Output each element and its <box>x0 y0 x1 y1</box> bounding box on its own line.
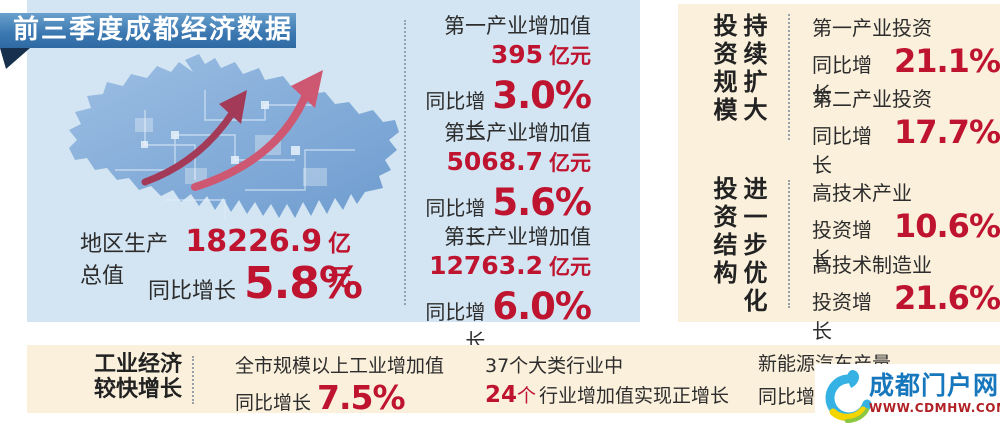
gdp-growth-line: 同比增长 5.8% <box>80 258 363 309</box>
gdp-value-line: 地区生产总值 18226.9 亿元 <box>80 224 362 292</box>
industry-value: 5068.7 <box>446 147 543 176</box>
site-name: 成都门户网 <box>869 371 1000 400</box>
investment-value: 17.7% <box>893 113 1000 151</box>
band-title: 工业经济 较快增长 <box>90 352 186 402</box>
band-stat-sectors: 37个大类行业中 24 个 行业增加值实现正增长 <box>485 351 729 408</box>
stat-highlight-suffix: 个 <box>517 385 537 407</box>
stat-label: 同比增长 <box>235 392 312 414</box>
stat-rest: 行业增加值实现正增长 <box>539 385 730 407</box>
investment-name: 高技术产业 <box>812 181 912 205</box>
investment-name: 高技术制造业 <box>812 253 932 277</box>
divider-dotted <box>192 356 194 404</box>
investment-item: 第一产业投资 同比增长 21.1% <box>812 12 1000 107</box>
industry-tertiary-block: 第三产业增加值 12763.2 亿元 同比增长 6.0% <box>413 221 592 354</box>
gdp-growth-value: 5.8% <box>243 258 363 309</box>
stat-line: 全市规模以上工业增加值 <box>235 355 445 377</box>
industry-value: 395 <box>490 40 543 69</box>
site-url: WWW.CDMHW.COM <box>869 401 1000 415</box>
industry-secondary-block: 第二产业增加值 5068.7 亿元 同比增长 5.6% <box>413 117 592 250</box>
investment-value: 10.6% <box>893 207 1000 245</box>
investment-label: 投资增长 <box>812 290 872 343</box>
industry-growth-value: 3.0% <box>492 74 592 117</box>
investment-structure-title: 进一步优化投资结构 <box>709 176 767 316</box>
stat-highlight-number: 24 <box>485 382 518 408</box>
site-logo: 成都门户网 WWW.CDMHW.COM <box>815 364 1000 431</box>
industry-primary-block: 第一产业增加值 395 亿元 同比增长 3.0% <box>413 10 592 143</box>
gdp-growth-label: 同比增长 <box>147 279 236 304</box>
investment-value: 21.6% <box>893 279 1000 317</box>
industry-unit: 亿元 <box>549 255 591 279</box>
investment-label: 同比增长 <box>812 124 872 177</box>
investment-scale-title: 持续扩大投资规模 <box>709 13 767 125</box>
divider-dotted <box>404 20 406 305</box>
industry-growth-label: 同比增长 <box>425 89 486 142</box>
industry-value: 12763.2 <box>429 251 543 280</box>
investment-panel <box>678 4 1000 322</box>
divider-dotted <box>788 14 790 140</box>
industry-name: 第三产业增加值 <box>444 225 591 249</box>
chengdu-map-icon <box>69 54 399 220</box>
industry-unit: 亿元 <box>549 151 591 175</box>
stat-value: 7.5% <box>317 378 406 417</box>
industry-growth-label: 同比增长 <box>425 196 486 249</box>
investment-label: 同比增长 <box>812 53 872 106</box>
investment-item: 高技术制造业 投资增长 21.6% <box>812 249 1000 344</box>
band-stat-industrial: 全市规模以上工业增加值 同比增长 7.5% <box>235 351 444 417</box>
stat-line: 37个大类行业中 <box>485 355 624 377</box>
industry-growth-value: 5.6% <box>492 181 592 224</box>
industry-growth-value: 6.0% <box>492 285 592 328</box>
investment-name: 第一产业投资 <box>812 16 932 40</box>
growth-arrows-icon <box>141 70 323 191</box>
band-title-line2: 较快增长 <box>93 377 182 402</box>
investment-label: 投资增长 <box>812 218 872 271</box>
divider-dotted <box>788 180 790 308</box>
industry-unit: 亿元 <box>549 44 591 68</box>
industry-name: 第一产业增加值 <box>444 14 591 38</box>
page-title: 前三季度成都经济数据 <box>0 13 296 48</box>
investment-name: 第二产业投资 <box>812 87 932 111</box>
band-title-line1: 工业经济 <box>93 352 182 377</box>
gdp-value: 18226.9 <box>185 224 323 259</box>
investment-value: 21.1% <box>893 42 1000 80</box>
ribbon-fold-icon <box>0 48 30 69</box>
gdp-label: 地区生产总值 <box>80 232 169 289</box>
gdp-unit: 亿元 <box>328 231 352 291</box>
investment-item: 高技术产业 投资增长 10.6% <box>812 177 1000 272</box>
swirl-logo-icon <box>825 370 872 423</box>
industry-name: 第二产业增加值 <box>444 121 591 145</box>
investment-item: 第二产业投资 同比增长 17.7% <box>812 83 1000 178</box>
